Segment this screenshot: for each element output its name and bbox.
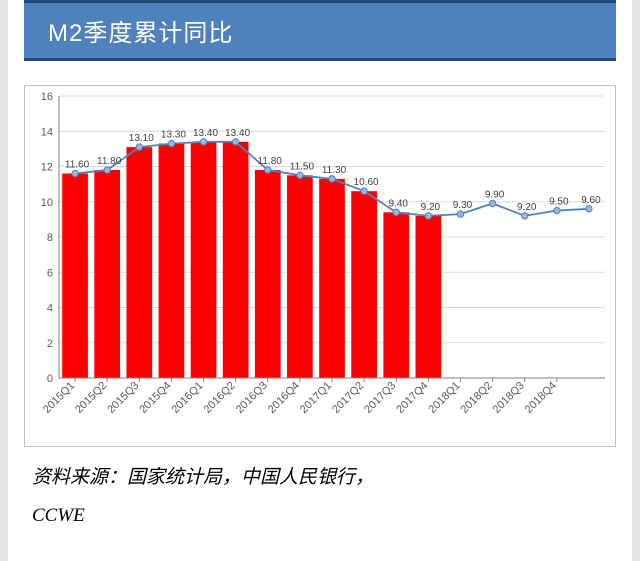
x-tick-label: 2017Q1 xyxy=(298,380,334,416)
data-label: 13.40 xyxy=(193,128,218,139)
data-label: 11.50 xyxy=(290,161,315,172)
data-label: 13.40 xyxy=(225,128,250,139)
data-label: 9.40 xyxy=(389,198,409,209)
data-label: 10.60 xyxy=(354,177,379,188)
x-tick-label: 2016Q1 xyxy=(169,380,205,416)
data-label: 9.20 xyxy=(421,202,441,213)
svg-text:14: 14 xyxy=(41,126,53,138)
svg-text:8: 8 xyxy=(47,232,53,244)
data-label: 11.30 xyxy=(322,165,347,176)
x-tick-label: 2018Q1 xyxy=(426,380,462,416)
chart-caption: 资料来源：国家统计局，中国人民银行， CCWE xyxy=(32,459,608,535)
data-label: 9.30 xyxy=(453,200,473,211)
x-tick-label: 2016Q3 xyxy=(234,380,270,416)
svg-text:16: 16 xyxy=(41,91,53,103)
svg-text:2: 2 xyxy=(47,338,53,350)
svg-text:10: 10 xyxy=(41,197,53,209)
x-tick-label: 2018Q3 xyxy=(491,380,527,416)
svg-text:6: 6 xyxy=(47,267,53,279)
page-container: M2季度累计同比 0 2 4 6 8 10 12 14 16 2015Q12015Q22015Q3… xyxy=(0,0,640,561)
chart-title-bar: M2季度累计同比 xyxy=(24,0,616,61)
x-tick-label: 2015Q2 xyxy=(73,380,109,416)
x-tick-label: 2017Q2 xyxy=(330,380,366,416)
chart-svg: 02468101214162015Q12015Q22015Q32015Q4201… xyxy=(25,86,615,446)
x-tick-label: 2015Q3 xyxy=(105,380,141,416)
caption-line-2: CCWE xyxy=(32,505,85,526)
x-tick-label: 2018Q2 xyxy=(459,380,495,416)
data-label: 9.50 xyxy=(549,197,569,208)
data-label: 13.10 xyxy=(129,133,154,144)
svg-text:0: 0 xyxy=(47,373,53,385)
x-tick-label: 2015Q1 xyxy=(41,380,77,416)
svg-text:12: 12 xyxy=(41,162,53,174)
chart-container: 02468101214162015Q12015Q22015Q32015Q4201… xyxy=(24,85,616,447)
svg-text:4: 4 xyxy=(47,303,53,315)
data-label: 9.20 xyxy=(517,202,537,213)
chart-title: M2季度累计同比 xyxy=(48,20,233,47)
data-label: 11.80 xyxy=(97,156,122,167)
x-tick-label: 2018Q4 xyxy=(523,380,559,416)
x-tick-label: 2017Q4 xyxy=(394,380,430,416)
data-label: 13.30 xyxy=(161,130,186,141)
caption-line-1: 资料来源：国家统计局，中国人民银行， xyxy=(32,467,374,488)
data-label: 9.60 xyxy=(581,195,601,206)
data-label: 11.80 xyxy=(258,156,283,167)
data-label: 11.60 xyxy=(65,160,90,171)
x-tick-label: 2017Q3 xyxy=(362,380,398,416)
x-tick-label: 2015Q4 xyxy=(137,380,173,416)
x-tick-label: 2016Q4 xyxy=(266,380,302,416)
x-tick-label: 2016Q2 xyxy=(202,380,238,416)
data-label: 9.90 xyxy=(485,190,505,201)
